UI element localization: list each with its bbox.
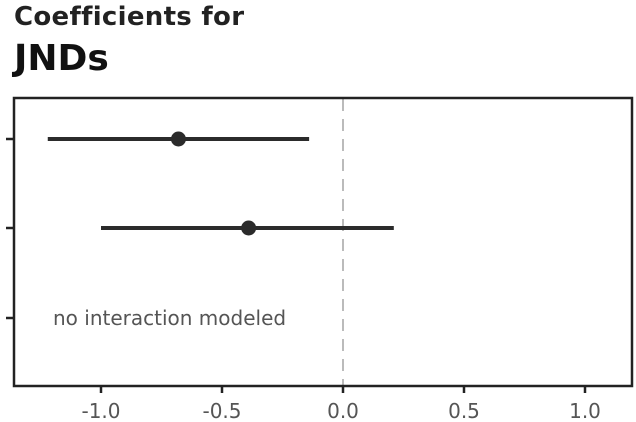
no-interaction-annotation: no interaction modeled [53,306,286,330]
chart-title: JNDs [14,38,109,79]
point-estimate [170,131,186,147]
x-tick-label: 0.0 [327,399,359,422]
x-tick-label: -1.0 [81,399,120,422]
x-tick-label: -0.5 [202,399,241,422]
plot-frame [12,96,634,388]
point-estimate [241,220,257,236]
chart-subtitle: Coefficients for [14,2,245,32]
x-tick-label: 0.5 [448,399,480,422]
x-tick-label: 1.0 [569,399,601,422]
